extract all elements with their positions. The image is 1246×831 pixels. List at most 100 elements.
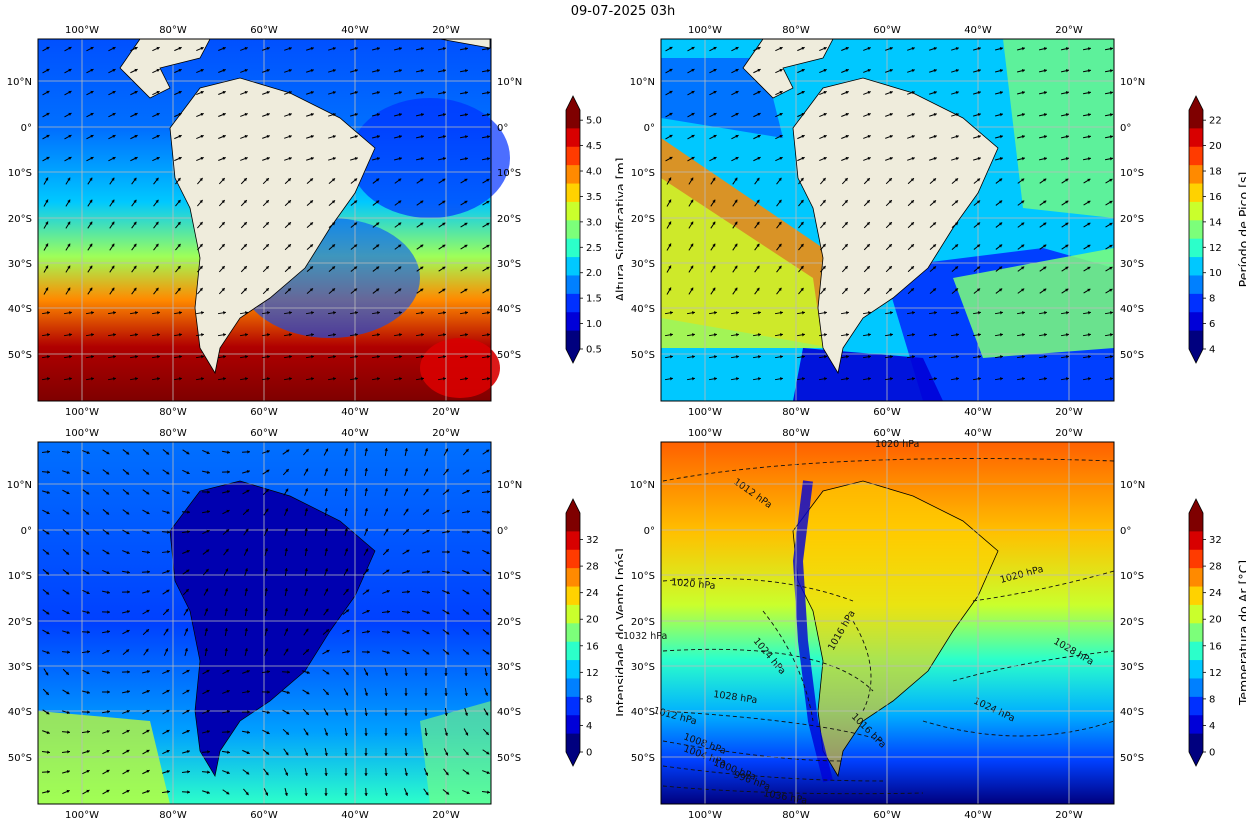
colorbar-segment: [1189, 202, 1203, 221]
colorbar-tick-label: 20: [1209, 615, 1222, 626]
lat-tick-label-right: 10°S: [497, 571, 521, 582]
colorbar-extend-max: [566, 96, 580, 110]
colorbar-segment: [1189, 623, 1203, 642]
lon-tick-label-top: 80°W: [159, 428, 187, 439]
colorbar-tick-label: 22: [1209, 116, 1222, 127]
colorbar-extend-max: [1189, 499, 1203, 513]
colorbar-tick-label: 12: [1209, 668, 1222, 679]
lat-tick-label-right: 0°: [1120, 123, 1131, 134]
lat-tick-label-right: 10°N: [1120, 77, 1145, 88]
colorbar-tick-label: 0: [1209, 748, 1215, 759]
lon-tick-label-top: 60°W: [873, 25, 901, 36]
lat-tick-label-right: 30°S: [497, 662, 521, 673]
lat-tick-label-right: 50°S: [497, 753, 521, 764]
lon-tick-label-top: 20°W: [432, 25, 460, 36]
lon-tick-label-top: 80°W: [782, 428, 810, 439]
colorbar-segment: [1189, 294, 1203, 313]
lat-tick-label-left: 30°S: [631, 662, 655, 673]
colorbar-tick-label: 3.5: [586, 192, 602, 203]
colorbar-tick-label: 2.0: [586, 268, 602, 279]
lon-tick-label-top: 60°W: [250, 25, 278, 36]
colorbar-segment: [1189, 568, 1203, 587]
lon-tick-label-top: 20°W: [432, 428, 460, 439]
colorbar-segment: [566, 110, 580, 129]
colorbar-segment: [566, 660, 580, 679]
colorbar-segment: [566, 275, 580, 294]
lon-tick-label-bottom: 100°W: [65, 810, 99, 821]
lon-tick-label-bottom: 100°W: [688, 810, 722, 821]
lat-tick-label-left: 10°S: [8, 168, 32, 179]
colorbar-extend-min: [1189, 752, 1203, 766]
figure-title: 09-07-2025 03h: [0, 4, 1246, 19]
lon-tick-label-top: 100°W: [65, 25, 99, 36]
lat-tick-label-right: 40°S: [1120, 304, 1144, 315]
colorbar-segment: [566, 568, 580, 587]
colorbar-tick-label: 1.5: [586, 294, 602, 305]
lat-tick-label-right: 10°S: [497, 168, 521, 179]
map-wind-speed: 100°W100°W80°W80°W60°W60°W40°W40°W20°W20…: [0, 421, 623, 827]
colorbar-segment: [566, 642, 580, 661]
lon-tick-label-bottom: 80°W: [159, 810, 187, 821]
lat-tick-label-left: 0°: [21, 526, 32, 537]
colorbar-extend-min: [566, 349, 580, 363]
lon-tick-label-top: 80°W: [159, 25, 187, 36]
lat-tick-label-right: 10°N: [497, 77, 522, 88]
lat-tick-label-left: 20°S: [8, 617, 32, 628]
lon-tick-label-bottom: 20°W: [1055, 407, 1083, 418]
lon-tick-label-bottom: 20°W: [1055, 810, 1083, 821]
lat-tick-label-right: 0°: [497, 123, 508, 134]
lat-tick-label-left: 20°S: [631, 214, 655, 225]
lat-tick-label-left: 10°S: [8, 571, 32, 582]
colorbar-tick-label: 16: [1209, 641, 1222, 652]
lat-tick-label-left: 40°S: [8, 707, 32, 718]
colorbar-segment: [1189, 257, 1203, 276]
lat-tick-label-left: 0°: [644, 526, 655, 537]
lat-tick-label-left: 20°S: [8, 214, 32, 225]
lon-tick-label-bottom: 60°W: [873, 407, 901, 418]
lat-tick-label-left: 50°S: [631, 350, 655, 361]
colorbar-tick-label: 2.5: [586, 243, 602, 254]
lon-tick-label-bottom: 40°W: [964, 810, 992, 821]
colorbar-segment: [566, 294, 580, 313]
colorbar-tick-label: 18: [1209, 167, 1222, 178]
lat-tick-label-right: 10°N: [497, 480, 522, 491]
colorbar-segment: [1189, 660, 1203, 679]
colorbar-tick-label: 6: [1209, 319, 1215, 330]
lat-tick-label-right: 30°S: [1120, 662, 1144, 673]
lon-tick-label-bottom: 60°W: [250, 407, 278, 418]
colorbar-segment: [566, 184, 580, 203]
lat-tick-label-left: 10°N: [7, 77, 32, 88]
colorbar-tick-label: 1.0: [586, 319, 602, 330]
colorbar-tick-label: 20: [1209, 141, 1222, 152]
colorbar-segment: [1189, 678, 1203, 697]
colorbar-label: Período de Pico [s]: [1236, 172, 1246, 288]
lat-tick-label-left: 40°S: [8, 304, 32, 315]
lat-tick-label-right: 40°S: [497, 304, 521, 315]
colorbar-segment: [1189, 697, 1203, 716]
colorbar-tick-label: 3.0: [586, 217, 602, 228]
colorbar-tick-label: 4: [1209, 345, 1215, 356]
lon-tick-label-top: 20°W: [1055, 25, 1083, 36]
colorbar-extend-max: [1189, 96, 1203, 110]
lat-tick-label-left: 40°S: [631, 707, 655, 718]
colorbar-segment: [566, 734, 580, 753]
lat-tick-label-left: 0°: [21, 123, 32, 134]
colorbar-tick-label: 14: [1209, 217, 1222, 228]
colorbar-extend-min: [1189, 349, 1203, 363]
lat-tick-label-left: 30°S: [8, 259, 32, 270]
lat-tick-label-right: 0°: [497, 526, 508, 537]
colorbar-segment: [1189, 331, 1203, 350]
colorbar-segment: [566, 715, 580, 734]
lat-tick-label-right: 10°N: [1120, 480, 1145, 491]
map-wave-height: 100°W100°W80°W80°W60°W60°W40°W40°W20°W20…: [0, 18, 623, 418]
colorbar-segment: [566, 331, 580, 350]
lat-tick-label-left: 10°S: [631, 168, 655, 179]
lon-tick-label-top: 40°W: [341, 428, 369, 439]
colorbar-segment: [566, 605, 580, 624]
lat-tick-label-left: 10°N: [630, 480, 655, 491]
